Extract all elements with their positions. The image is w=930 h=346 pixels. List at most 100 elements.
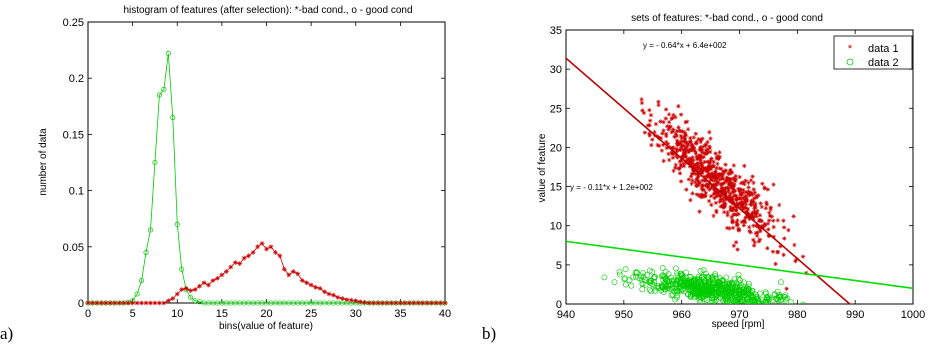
scatter-point-data-1	[670, 127, 676, 132]
scatter-point-data-1	[693, 148, 698, 154]
scatter-point-data-1	[679, 136, 684, 141]
scatter-point-data-1	[713, 151, 718, 156]
histogram-point	[317, 285, 323, 291]
scatter-point-data-1	[667, 124, 672, 130]
scatter-point-data-1	[725, 210, 730, 215]
scatter-point-data-2	[700, 267, 707, 273]
scatter-point-data-1	[730, 181, 735, 186]
scatter-point-data-1	[744, 195, 749, 201]
scatter-point-data-1	[696, 165, 702, 171]
scatter-point-data-1	[732, 178, 738, 184]
scatter-point-data-1	[757, 237, 763, 242]
histogram-point	[339, 296, 345, 301]
scatter-point-data-1	[775, 218, 781, 223]
scatter-point-data-1	[765, 246, 770, 251]
scatter-point-data-1	[671, 112, 676, 118]
scatter-point-data-1	[677, 166, 682, 172]
histogram-point	[134, 291, 140, 297]
scatter-point-data-2	[698, 281, 705, 288]
scatter-point-data-2	[745, 289, 751, 296]
histogram-point	[299, 278, 305, 283]
scatter-point-data-1	[751, 223, 756, 228]
scatter-point-data-1	[648, 112, 654, 118]
scatter-point-data-2	[651, 275, 658, 282]
scatter-point-data-1	[640, 108, 645, 113]
scatter-point-data-2	[652, 287, 659, 294]
scatter-point-data-1	[661, 119, 666, 125]
scatter-point-data-1	[695, 156, 700, 161]
histogram-y-label: number of data	[38, 128, 49, 196]
scatter-point-data-1	[679, 164, 684, 169]
scatter-point-data-1	[710, 164, 716, 169]
scatter-point-data-1	[652, 129, 657, 135]
scatter-point-data-1	[688, 157, 693, 163]
histogram-point	[125, 300, 131, 306]
histogram-point	[353, 298, 359, 304]
scatter-point-data-2	[674, 288, 681, 295]
scatter-point-data-1	[791, 214, 796, 219]
scatter-point-data-1	[674, 149, 679, 154]
scatter-point-data-1	[712, 195, 717, 201]
scatter-point-data-1	[665, 141, 671, 147]
scatter-point-data-1	[735, 218, 740, 223]
scatter-point-data-1	[674, 133, 680, 139]
histogram-point	[322, 289, 327, 295]
scatter-point-data-1	[694, 183, 699, 188]
scatter-point-data-1	[752, 211, 758, 216]
histogram-point	[98, 300, 104, 306]
scatter-point-data-1	[681, 139, 687, 144]
scatter-point-data-1	[681, 150, 686, 155]
scatter-point-data-1	[689, 174, 694, 179]
scatter-y-tick-label: 30	[550, 64, 562, 76]
scatter-point-data-1	[715, 154, 720, 159]
scatter-point-data-2	[659, 265, 666, 271]
panel-label-a: a)	[0, 324, 13, 343]
scatter-point-data-1	[639, 100, 645, 106]
scatter-point-data-1	[693, 167, 699, 172]
scatter-point-data-1	[681, 153, 686, 158]
scatter-point-data-1	[738, 191, 744, 197]
scatter-point-data-1	[728, 167, 733, 173]
scatter-point-data-2	[809, 314, 814, 319]
scatter-point-data-1	[759, 204, 765, 210]
scatter-point-data-1	[786, 227, 791, 233]
scatter-point-data-2	[678, 287, 685, 293]
scatter-point-data-1	[685, 127, 691, 132]
histogram-point	[424, 300, 430, 306]
scatter-point-data-2	[778, 300, 785, 304]
scatter-point-data-1	[699, 148, 704, 153]
scatter-point-data-1	[742, 220, 748, 225]
scatter-point-data-1	[730, 218, 735, 223]
scatter-point-data-1	[688, 147, 693, 153]
scatter-point-data-2	[697, 268, 704, 274]
scatter-point-data-1	[752, 203, 757, 208]
histogram-point	[442, 300, 448, 306]
histogram-point	[223, 269, 229, 274]
scatter-point-data-1	[674, 128, 680, 134]
histogram-series	[85, 50, 448, 306]
scatter-point-data-2	[727, 303, 731, 304]
scatter-point-data-1	[731, 187, 736, 193]
histogram-point	[286, 272, 292, 278]
scatter-point-data-1	[656, 102, 661, 108]
histogram-point	[277, 253, 283, 259]
histogram-x-tick-label: 0	[85, 308, 91, 320]
scatter-point-data-1	[700, 193, 705, 198]
scatter-point-data-1	[758, 228, 763, 234]
histogram-point	[192, 287, 198, 292]
scatter-point-data-2	[686, 286, 693, 293]
histogram-point	[161, 86, 167, 92]
scatter-point-data-1	[645, 123, 651, 128]
scatter-point-data-1	[725, 185, 730, 190]
scatter-point-data-1	[726, 181, 732, 187]
scatter-point-data-2	[709, 298, 716, 304]
scatter-point-data-1	[739, 199, 744, 205]
scatter-x-label: speed [rpm]	[712, 319, 765, 330]
scatter-point-data-2	[659, 283, 666, 290]
trend-line-data-1	[566, 57, 851, 304]
histogram-point	[107, 300, 113, 306]
histogram-y-tick-label: 0.05	[63, 242, 84, 254]
histogram-point	[148, 300, 153, 306]
histogram-point	[308, 282, 314, 288]
scatter-x-tick-label: 980	[788, 309, 806, 321]
